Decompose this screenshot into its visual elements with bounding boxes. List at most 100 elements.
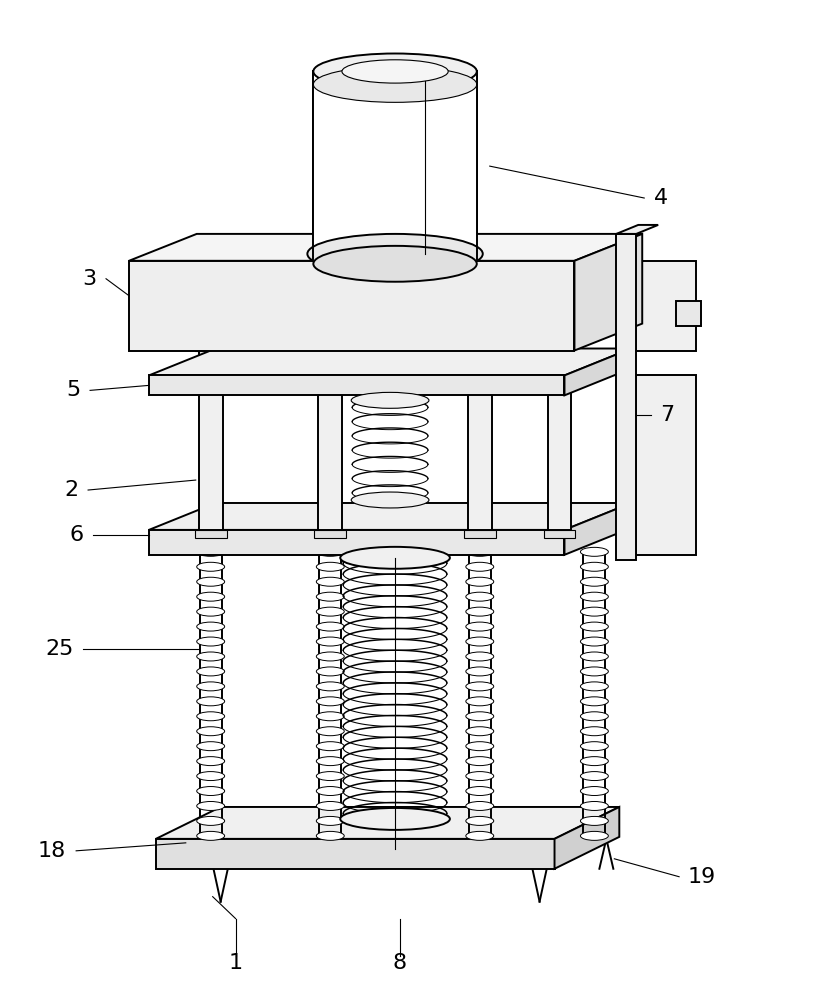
Ellipse shape bbox=[316, 772, 344, 781]
Ellipse shape bbox=[197, 772, 225, 781]
Ellipse shape bbox=[342, 60, 448, 83]
Ellipse shape bbox=[197, 622, 225, 631]
Ellipse shape bbox=[197, 637, 225, 646]
Polygon shape bbox=[468, 351, 492, 530]
Polygon shape bbox=[313, 71, 477, 254]
Ellipse shape bbox=[466, 682, 494, 691]
Ellipse shape bbox=[581, 637, 609, 646]
Polygon shape bbox=[149, 503, 631, 530]
Ellipse shape bbox=[581, 772, 609, 781]
Ellipse shape bbox=[313, 66, 477, 102]
Text: 3: 3 bbox=[82, 269, 96, 289]
Text: 2: 2 bbox=[64, 480, 79, 500]
Text: 5: 5 bbox=[66, 380, 80, 400]
Ellipse shape bbox=[581, 622, 609, 631]
Polygon shape bbox=[464, 530, 495, 538]
Ellipse shape bbox=[581, 547, 609, 556]
Text: 8: 8 bbox=[393, 953, 407, 973]
Ellipse shape bbox=[581, 682, 609, 691]
Polygon shape bbox=[314, 343, 347, 351]
Ellipse shape bbox=[581, 607, 609, 616]
Ellipse shape bbox=[581, 787, 609, 796]
Polygon shape bbox=[575, 234, 643, 351]
Ellipse shape bbox=[197, 787, 225, 796]
Ellipse shape bbox=[197, 652, 225, 661]
Ellipse shape bbox=[316, 801, 344, 810]
Ellipse shape bbox=[466, 547, 494, 556]
Polygon shape bbox=[318, 351, 342, 530]
Ellipse shape bbox=[466, 607, 494, 616]
Ellipse shape bbox=[197, 562, 225, 571]
Ellipse shape bbox=[197, 757, 225, 766]
Ellipse shape bbox=[351, 492, 429, 508]
Polygon shape bbox=[636, 375, 696, 555]
Polygon shape bbox=[149, 530, 565, 555]
Ellipse shape bbox=[581, 816, 609, 825]
Polygon shape bbox=[314, 530, 347, 538]
Ellipse shape bbox=[316, 831, 344, 840]
Ellipse shape bbox=[316, 712, 344, 721]
Ellipse shape bbox=[466, 772, 494, 781]
Ellipse shape bbox=[197, 816, 225, 825]
Ellipse shape bbox=[316, 592, 344, 601]
Text: 1: 1 bbox=[228, 953, 242, 973]
Ellipse shape bbox=[581, 831, 609, 840]
Polygon shape bbox=[555, 807, 619, 869]
Ellipse shape bbox=[316, 577, 344, 586]
Ellipse shape bbox=[316, 622, 344, 631]
Polygon shape bbox=[543, 343, 576, 351]
Polygon shape bbox=[636, 261, 696, 351]
Polygon shape bbox=[149, 375, 565, 395]
Ellipse shape bbox=[316, 697, 344, 706]
Ellipse shape bbox=[316, 637, 344, 646]
Ellipse shape bbox=[197, 667, 225, 676]
Ellipse shape bbox=[197, 742, 225, 751]
Ellipse shape bbox=[197, 801, 225, 810]
Ellipse shape bbox=[581, 757, 609, 766]
Ellipse shape bbox=[466, 727, 494, 736]
Ellipse shape bbox=[581, 742, 609, 751]
Polygon shape bbox=[565, 349, 631, 395]
Ellipse shape bbox=[197, 607, 225, 616]
Ellipse shape bbox=[340, 808, 450, 830]
Ellipse shape bbox=[581, 577, 609, 586]
Ellipse shape bbox=[581, 801, 609, 810]
Ellipse shape bbox=[308, 234, 483, 274]
Ellipse shape bbox=[340, 547, 450, 569]
Text: 6: 6 bbox=[69, 525, 84, 545]
Polygon shape bbox=[198, 351, 222, 530]
Ellipse shape bbox=[316, 652, 344, 661]
Ellipse shape bbox=[466, 712, 494, 721]
Ellipse shape bbox=[197, 547, 225, 556]
Ellipse shape bbox=[466, 577, 494, 586]
Polygon shape bbox=[543, 530, 576, 538]
Ellipse shape bbox=[581, 712, 609, 721]
Polygon shape bbox=[155, 807, 619, 839]
Ellipse shape bbox=[316, 607, 344, 616]
Ellipse shape bbox=[466, 562, 494, 571]
Ellipse shape bbox=[466, 816, 494, 825]
Polygon shape bbox=[616, 225, 658, 234]
Text: 18: 18 bbox=[37, 841, 65, 861]
Ellipse shape bbox=[466, 742, 494, 751]
Ellipse shape bbox=[466, 622, 494, 631]
Ellipse shape bbox=[466, 592, 494, 601]
Ellipse shape bbox=[466, 801, 494, 810]
Ellipse shape bbox=[581, 592, 609, 601]
Ellipse shape bbox=[316, 667, 344, 676]
Ellipse shape bbox=[316, 682, 344, 691]
Polygon shape bbox=[129, 261, 575, 351]
Polygon shape bbox=[129, 234, 643, 261]
Ellipse shape bbox=[316, 562, 344, 571]
Text: 25: 25 bbox=[45, 639, 74, 659]
Ellipse shape bbox=[351, 392, 429, 408]
Ellipse shape bbox=[197, 592, 225, 601]
Ellipse shape bbox=[581, 727, 609, 736]
Ellipse shape bbox=[466, 652, 494, 661]
Ellipse shape bbox=[316, 757, 344, 766]
Ellipse shape bbox=[316, 547, 344, 556]
Polygon shape bbox=[149, 349, 631, 375]
Ellipse shape bbox=[197, 712, 225, 721]
Ellipse shape bbox=[313, 246, 477, 282]
Ellipse shape bbox=[197, 727, 225, 736]
